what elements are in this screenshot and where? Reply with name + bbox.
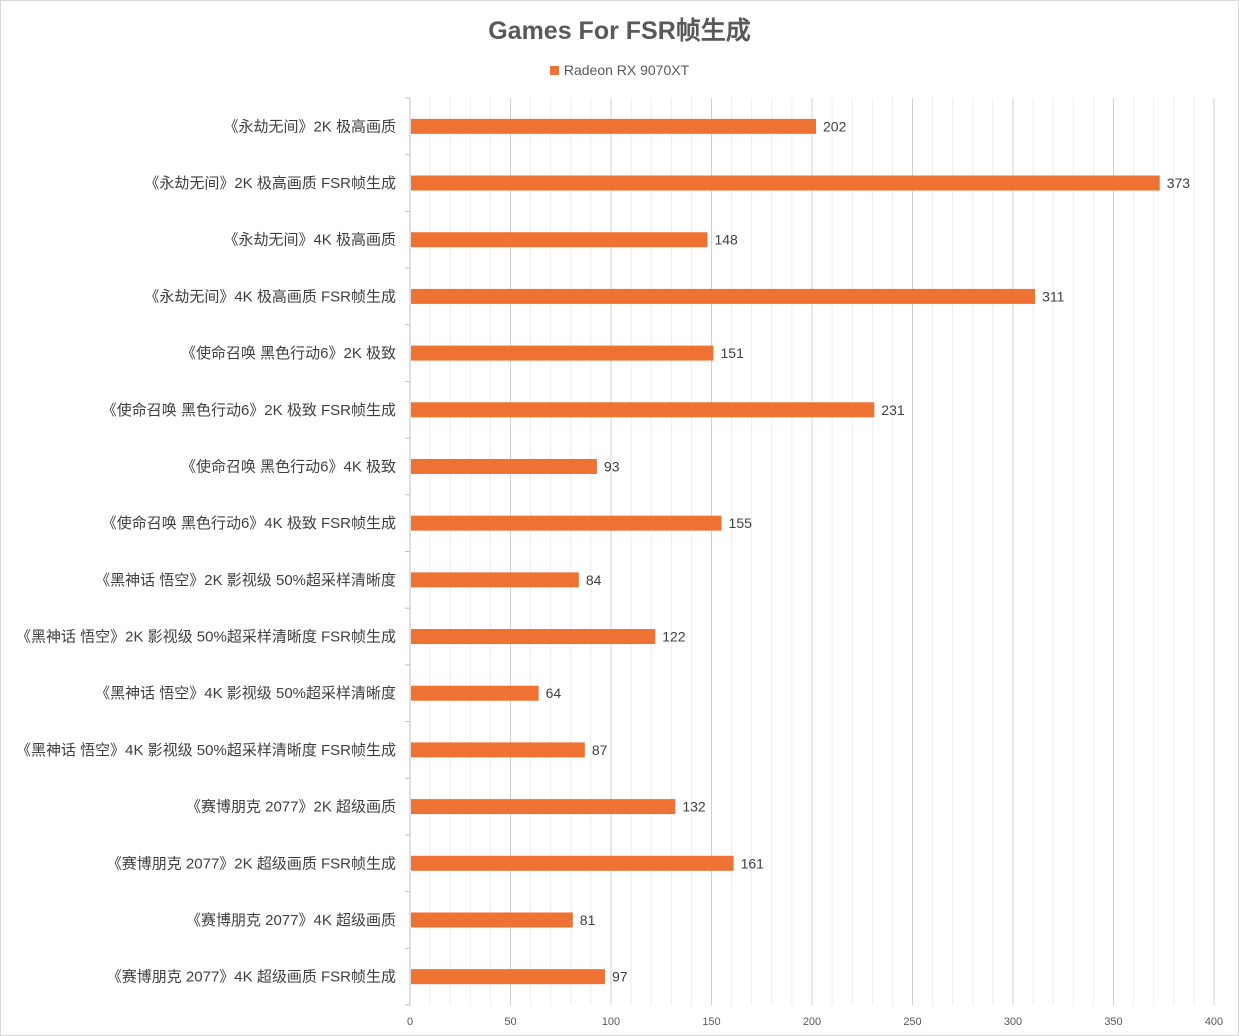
data-label: 122 bbox=[662, 629, 686, 645]
data-label: 81 bbox=[580, 912, 596, 928]
bar bbox=[411, 799, 676, 815]
bar bbox=[411, 572, 579, 588]
category-label: 《黑神话 悟空》4K 影视级 50%超采样清晰度 bbox=[95, 685, 396, 702]
data-label: 87 bbox=[592, 742, 608, 758]
bar bbox=[411, 685, 539, 701]
category-label: 《使命召唤 黑色行动6》4K 极致 bbox=[181, 457, 396, 475]
data-label: 148 bbox=[714, 232, 738, 248]
data-label: 373 bbox=[1167, 175, 1191, 191]
category-label: 《黑神话 悟空》2K 影视级 50%超采样清晰度 bbox=[95, 572, 396, 589]
bar bbox=[411, 742, 585, 758]
category-label: 《使命召唤 黑色行动6》4K 极致 FSR帧生成 bbox=[102, 514, 396, 532]
category-label: 《使命召唤 黑色行动6》2K 极致 FSR帧生成 bbox=[102, 401, 396, 419]
x-tick-label: 0 bbox=[407, 1016, 413, 1028]
data-label: 161 bbox=[741, 855, 765, 871]
data-label: 231 bbox=[881, 402, 905, 418]
bar bbox=[411, 458, 597, 474]
chart-title: Games For FSR帧生成 bbox=[488, 17, 751, 45]
x-tick-label: 250 bbox=[903, 1016, 921, 1028]
data-label: 311 bbox=[1042, 288, 1065, 304]
bar bbox=[411, 288, 1036, 304]
data-label: 64 bbox=[546, 685, 562, 701]
category-label: 《永劫无间》2K 极高画质 bbox=[223, 118, 396, 135]
bar bbox=[411, 232, 708, 248]
category-label: 《永劫无间》4K 极高画质 FSR帧生成 bbox=[144, 288, 396, 305]
bar bbox=[411, 402, 875, 418]
data-label: 132 bbox=[682, 799, 706, 815]
data-label: 97 bbox=[612, 969, 628, 985]
legend: Radeon RX 9070XT bbox=[1, 62, 1238, 78]
x-tick-label: 300 bbox=[1004, 1016, 1022, 1028]
x-tick-label: 400 bbox=[1205, 1016, 1223, 1028]
x-tick-label: 350 bbox=[1104, 1016, 1122, 1028]
legend-swatch bbox=[549, 66, 559, 75]
legend-label: Radeon RX 9070XT bbox=[563, 62, 690, 78]
category-label: 《永劫无间》4K 极高画质 bbox=[223, 232, 396, 249]
data-label: 155 bbox=[729, 515, 753, 531]
category-label: 《赛博朋克 2077》4K 超级画质 FSR帧生成 bbox=[107, 969, 396, 986]
category-label: 《黑神话 悟空》4K 影视级 50%超采样清晰度 FSR帧生成 bbox=[16, 742, 396, 759]
data-label: 202 bbox=[823, 118, 847, 134]
bar bbox=[411, 345, 714, 361]
x-tick-label: 150 bbox=[702, 1016, 720, 1028]
data-label: 151 bbox=[721, 345, 745, 361]
bar bbox=[411, 969, 605, 985]
x-tick-label: 200 bbox=[803, 1016, 821, 1028]
data-label: 84 bbox=[586, 572, 602, 588]
bar bbox=[411, 515, 722, 531]
category-label: 《赛博朋克 2077》2K 超级画质 bbox=[186, 799, 396, 816]
bar bbox=[411, 629, 656, 645]
x-tick-label: 50 bbox=[504, 1016, 516, 1028]
bar bbox=[411, 855, 734, 871]
category-label: 《永劫无间》2K 极高画质 FSR帧生成 bbox=[144, 175, 396, 192]
bar bbox=[411, 175, 1160, 191]
category-label: 《黑神话 悟空》2K 影视级 50%超采样清晰度 FSR帧生成 bbox=[16, 629, 396, 646]
bar bbox=[411, 912, 573, 928]
data-label: 93 bbox=[604, 458, 620, 474]
category-label: 《使命召唤 黑色行动6》2K 极致 bbox=[181, 344, 396, 362]
x-tick-label: 100 bbox=[602, 1016, 620, 1028]
category-label: 《赛博朋克 2077》2K 超级画质 FSR帧生成 bbox=[107, 855, 396, 872]
category-label: 《赛博朋克 2077》4K 超级画质 bbox=[186, 912, 396, 929]
bar bbox=[411, 118, 817, 134]
